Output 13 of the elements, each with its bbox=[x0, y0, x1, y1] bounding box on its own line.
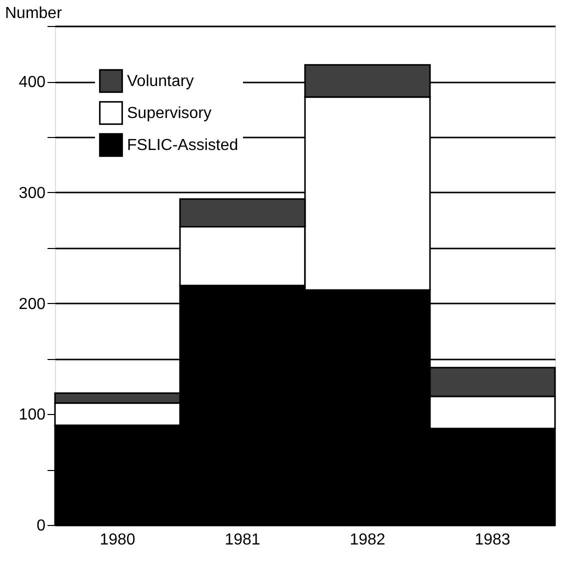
x-tick-label: 1983 bbox=[474, 532, 510, 548]
y-tick-label: 300 bbox=[18, 184, 46, 202]
x-tick-label: 1982 bbox=[350, 532, 386, 548]
y-axis-title: Number bbox=[5, 5, 63, 22]
y-tick-label: 0 bbox=[36, 518, 46, 534]
x-tick-label: 1980 bbox=[100, 532, 136, 548]
y-tick-label: 400 bbox=[18, 74, 46, 92]
legend-label: FSLIC-Assisted bbox=[127, 137, 238, 154]
x-tick-label: 1981 bbox=[224, 532, 260, 548]
legend-label: Voluntary bbox=[127, 73, 194, 90]
y-tick-label: 100 bbox=[18, 406, 46, 424]
legend-label: Supervisory bbox=[127, 105, 212, 122]
y-tick-label: 200 bbox=[18, 296, 46, 313]
